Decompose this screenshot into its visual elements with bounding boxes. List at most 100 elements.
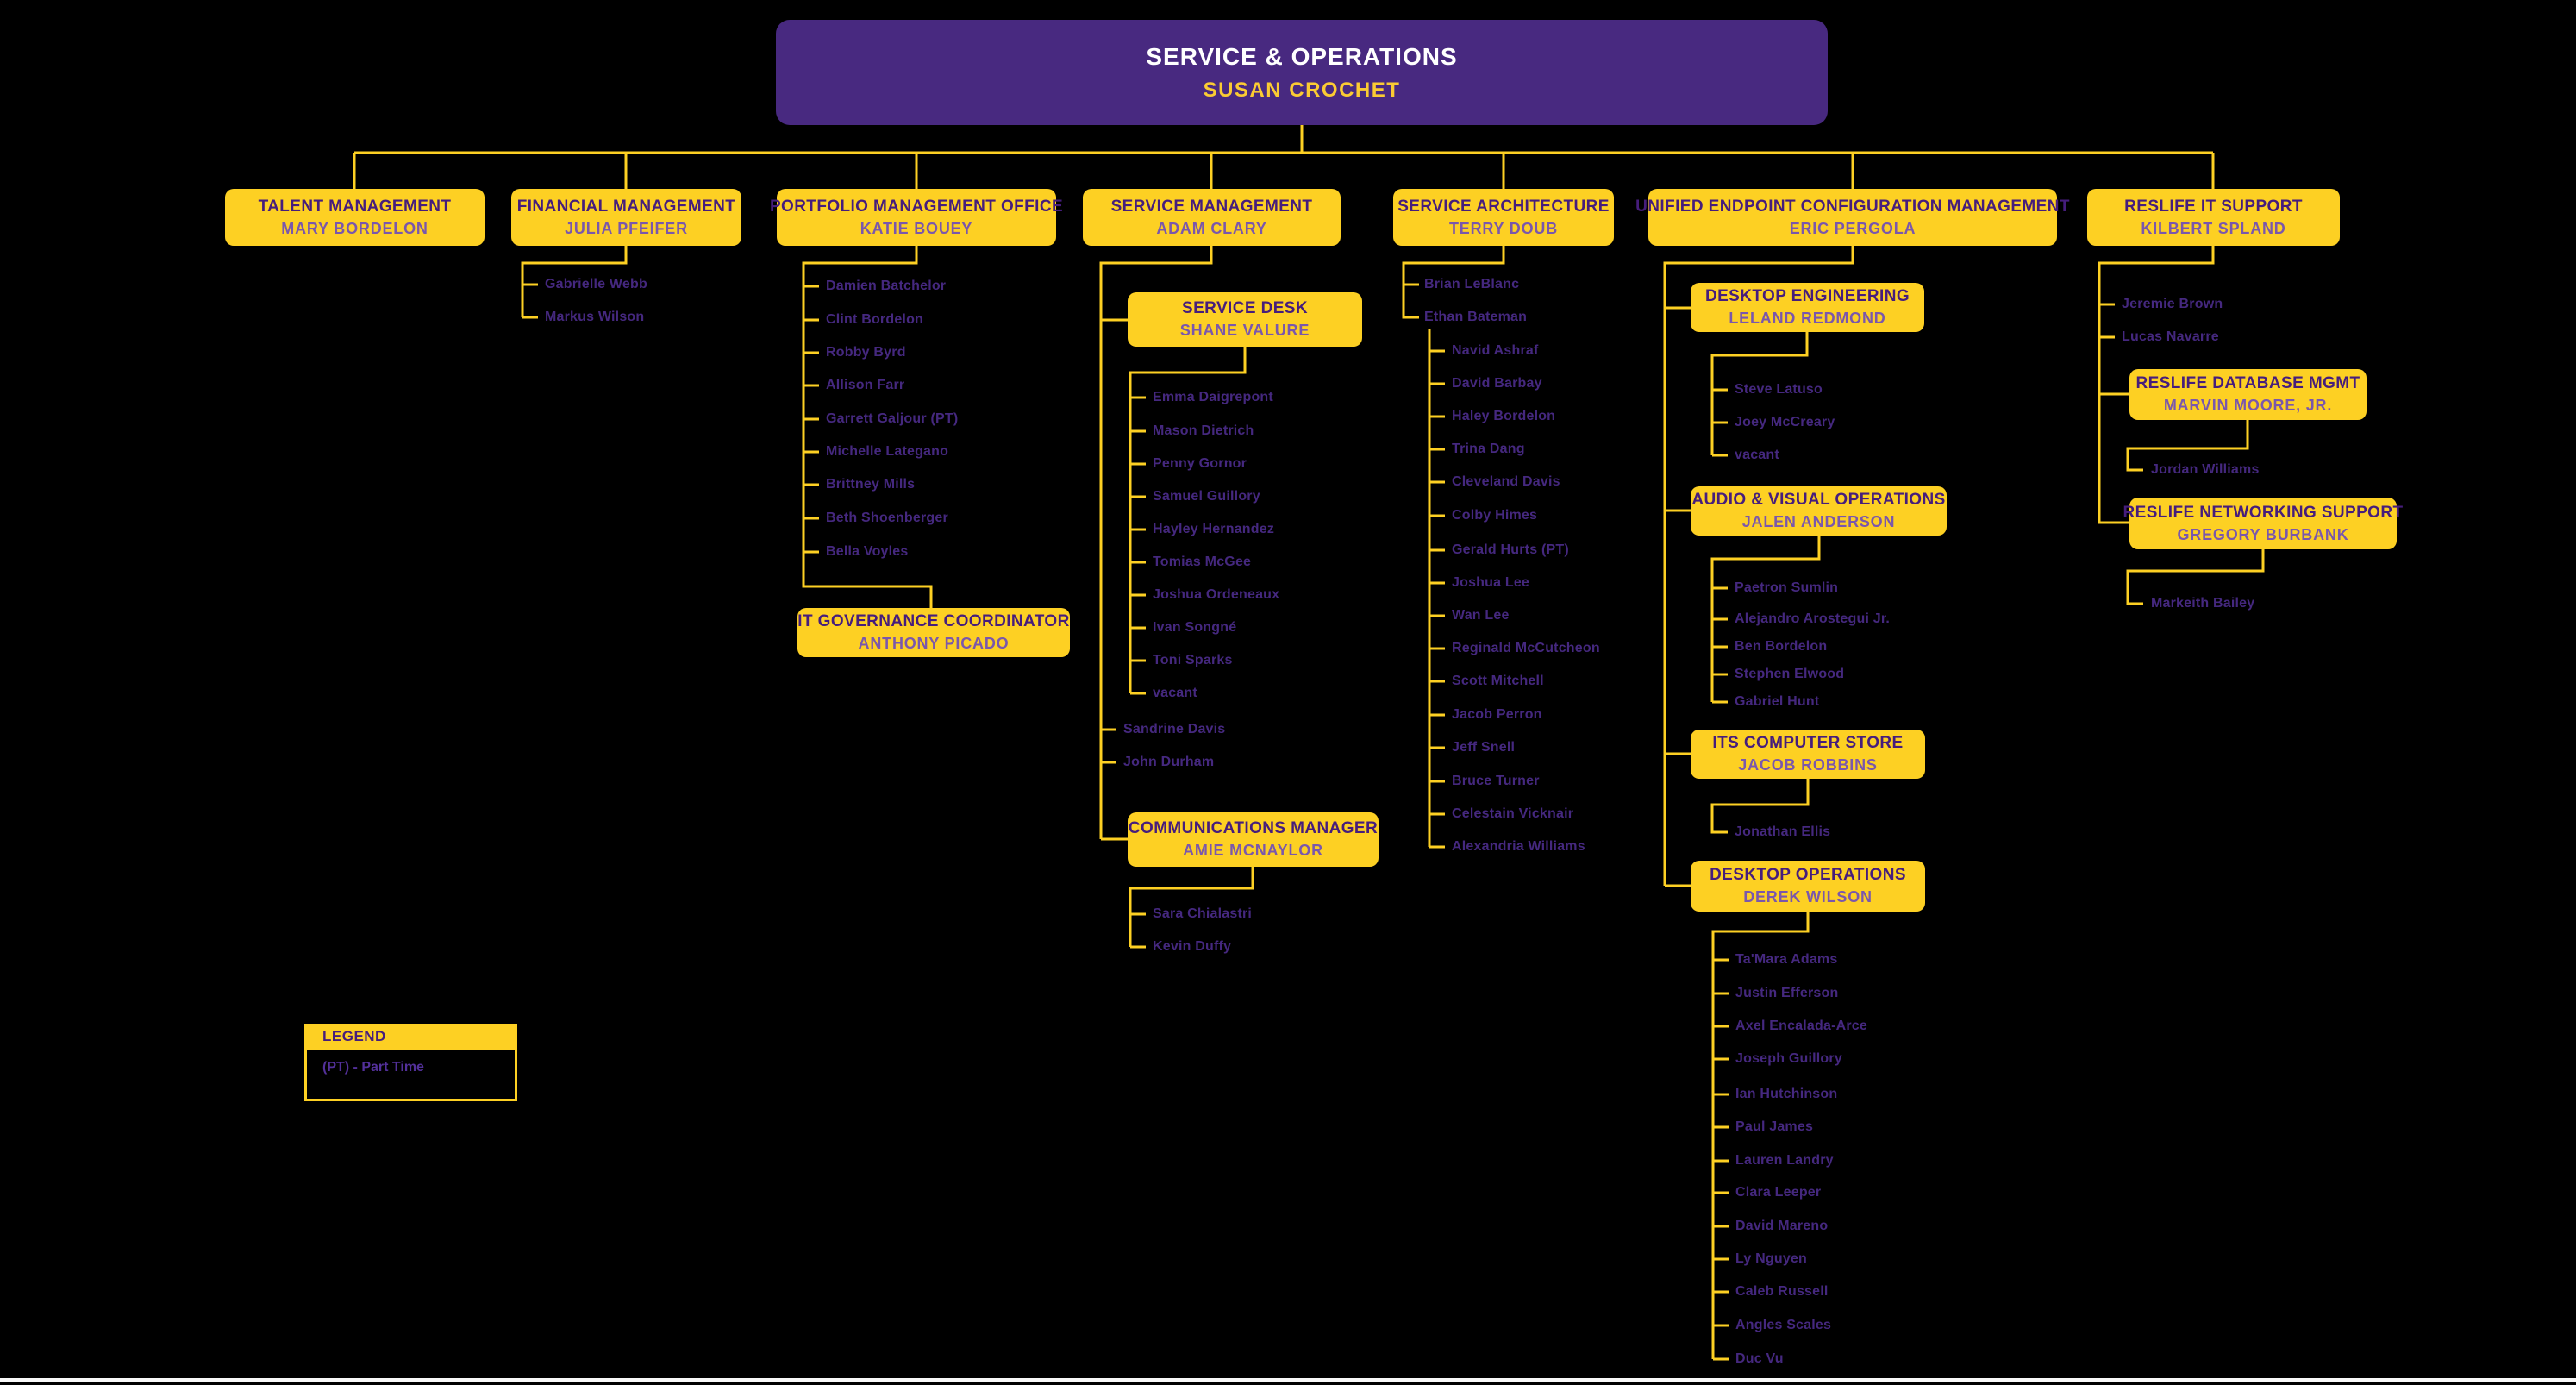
staff-name: Gabrielle Webb [545,277,647,291]
staff-name: Clara Leeper [1735,1185,1822,1200]
staff-name: Garrett Galjour (PT) [826,411,959,426]
staff-name: Haley Bordelon [1452,409,1556,423]
staff-name: Beth Shoenberger [826,511,948,525]
staff-name: Clint Bordelon [826,312,924,327]
staff-name: Caleb Russell [1735,1284,1829,1299]
legend: LEGEND (PT) - Part Time [304,1024,517,1101]
unit-manager: LELAND REDMOND [1729,310,1886,327]
unit-manager: ADAM CLARY [1156,219,1267,237]
unit-title: UNIFIED ENDPOINT CONFIGURATION MANAGEMEN… [1635,197,2070,216]
unit-manager: ANTHONY PICADO [858,635,1010,652]
service-mgmt-trunk [1099,246,1213,841]
slide-bottom-border [0,1378,2576,1382]
staff-name: Navid Ashraf [1452,343,1539,358]
unit-title: TALENT MANAGEMENT [258,197,452,216]
unit-manager: DEREK WILSON [1743,888,1873,906]
staff-name: Toni Sparks [1153,653,1233,667]
unit-manager: JALEN ANDERSON [1741,513,1896,530]
staff-name: Brittney Mills [826,477,916,492]
uecm-trunk [1663,246,1854,887]
unit-box-reslife_db: RESLIFE DATABASE MGMT MARVIN MOORE, JR. [2129,369,2367,420]
unit-manager: KILBERT SPLAND [2141,219,2286,237]
service-desk-branch [1129,347,1247,693]
unit-box-its_store: ITS COMPUTER STORE JACOB ROBBINS [1691,730,1925,779]
ticks-service_mgmt [1101,728,1116,764]
ticks-desktop_eng [1712,388,1728,457]
staff-name: Robby Byrd [826,345,906,360]
unit-manager: ERIC PERGOLA [1789,219,1916,237]
unit-box-it_governance: IT GOVERNANCE COORDINATOR ANTHONY PICADO [797,608,1070,657]
unit-manager: AMIE MCNAYLOR [1183,842,1323,859]
staff-name: Jordan Williams [2151,462,2260,477]
staff-name: Ben Bordelon [1735,639,1828,654]
staff-name: Markus Wilson [545,310,645,324]
ticks-financial [522,283,538,319]
unit-title: IT GOVERNANCE COORDINATOR [797,612,1070,630]
staff-name: Wan Lee [1452,608,1510,623]
staff-name: Reginald McCutcheon [1452,641,1600,655]
unit-title: DESKTOP ENGINEERING [1704,287,1910,305]
staff-name: Joseph Guillory [1735,1051,1842,1066]
unit-box-service_arch: SERVICE ARCHITECTURE TERRY DOUB [1393,189,1614,246]
ticks-desktop_ops [1713,958,1729,1361]
unit-title: PORTFOLIO MANAGEMENT OFFICE [769,197,1064,216]
staff-name: Justin Efferson [1735,986,1839,1000]
portfolio-branch [802,246,933,608]
unit-manager: MARY BORDELON [281,219,428,237]
ticks-service_desk [1130,396,1146,695]
staff-name: Bella Voyles [826,544,909,559]
desktop-ops-branch [1711,912,1810,1359]
unit-title: SERVICE MANAGEMENT [1110,197,1313,216]
staff-name: Jeremie Brown [2122,297,2223,311]
ticks-av_ops [1712,586,1728,704]
unit-box-desktop_ops: DESKTOP OPERATIONS DEREK WILSON [1691,861,1925,912]
staff-name: vacant [1153,686,1197,700]
staff-name: Joshua Lee [1452,575,1530,590]
staff-name: Penny Gornor [1153,456,1247,471]
staff-name: Scott Mitchell [1452,674,1544,688]
unit-box-uecm: UNIFIED ENDPOINT CONFIGURATION MANAGEMEN… [1635,189,2069,246]
staff-name: Markeith Bailey [2151,596,2255,611]
staff-name: Celestain Vicknair [1452,806,1574,821]
ticks-ethan_team [1429,349,1445,849]
staff-name: Damien Batchelor [826,279,947,293]
legend-title: LEGEND [322,1028,386,1044]
unit-title: AUDIO & VISUAL OPERATIONS [1691,491,1946,509]
financial-branch [521,246,628,317]
staff-name: Kevin Duffy [1153,939,1232,954]
unit-manager: SHANE VALURE [1179,322,1310,339]
ticks-portfolio [803,285,819,554]
desktop-eng-branch [1710,332,1809,455]
staff-name: Allison Farr [826,378,905,392]
staff-name: Axel Encalada-Arce [1735,1018,1868,1033]
unit-title: RESLIFE IT SUPPORT [2124,197,2303,216]
unit-box-comms: COMMUNICATIONS MANAGER AMIE MCNAYLOR [1128,812,1379,867]
staff-name: Ethan Bateman [1424,310,1528,324]
staff-name: Samuel Guillory [1153,489,1260,504]
unit-manager: MARVIN MOORE, JR. [2163,397,2333,414]
reslife-trunk [2098,246,2215,524]
ticks-service_arch [1404,283,1419,319]
staff-name: Ian Hutchinson [1735,1087,1838,1101]
staff-name: John Durham [1123,755,1215,769]
unit-title: ITS COMPUTER STORE [1712,734,1904,752]
unit-title: SERVICE & OPERATIONS [1146,42,1458,70]
unit-title: DESKTOP OPERATIONS [1710,866,1906,884]
staff-name: Sandrine Davis [1123,722,1226,736]
staff-name: Brian LeBlanc [1424,277,1520,291]
unit-box-reslife: RESLIFE IT SUPPORT KILBERT SPLAND [2087,189,2340,246]
staff-name: Jonathan Ellis [1735,824,1831,839]
staff-name: Joshua Ordeneaux [1153,587,1280,602]
unit-title: FINANCIAL MANAGEMENT [516,197,736,216]
staff-name: Bruce Turner [1452,774,1540,788]
unit-title: COMMUNICATIONS MANAGER [1128,819,1379,837]
staff-name: Mason Dietrich [1153,423,1254,438]
staff-name: Jeff Snell [1452,740,1516,755]
unit-manager: TERRY DOUB [1448,219,1558,237]
staff-name: Cleveland Davis [1452,474,1560,489]
unit-title: SERVICE ARCHITECTURE [1397,197,1610,216]
unit-box-portfolio: PORTFOLIO MANAGEMENT OFFICE KATIE BOUEY [770,189,1063,246]
root-box: SERVICE & OPERATIONS SUSAN CROCHET [776,20,1828,125]
staff-name: Ly Nguyen [1735,1251,1807,1266]
unit-title: RESLIFE NETWORKING SUPPORT [2123,503,2404,522]
